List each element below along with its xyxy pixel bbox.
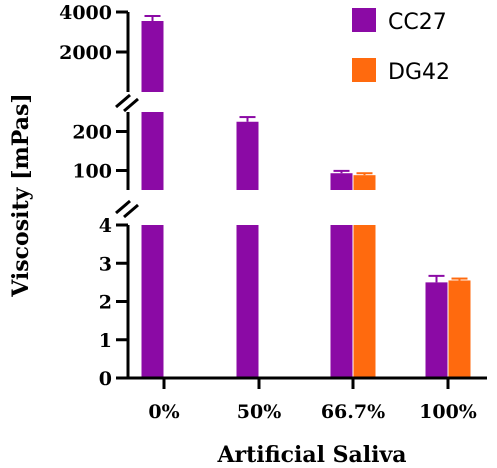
- y-tick-label-200: 200: [72, 122, 112, 144]
- y-tick-labels: 0 1 2 3 4 100 200 2000 4000: [59, 2, 112, 390]
- y-tick-label-2000: 2000: [59, 42, 112, 64]
- bar-cc27-0%: [141, 21, 164, 92]
- bar-cc27-100%: [425, 282, 448, 378]
- y-tick-label-1: 1: [99, 330, 112, 352]
- chart-axes: [115, 10, 487, 389]
- bar-cc27-50%: [236, 225, 259, 378]
- y-tick-label-4000: 4000: [59, 2, 112, 24]
- legend-label-dg42: DG42: [388, 60, 450, 85]
- axis-break-1: [115, 199, 131, 215]
- x-tick-label-0%: 0%: [148, 401, 179, 423]
- bar-cc27-0%: [141, 225, 164, 378]
- legend-label-cc27: CC27: [388, 10, 447, 35]
- x-axis-title: Artificial Saliva: [216, 442, 406, 468]
- axis-break-0-b: [123, 97, 139, 113]
- y-tick-label-4: 4: [99, 215, 112, 237]
- x-tick-label-50%: 50%: [237, 401, 282, 423]
- bar-dg42-100%: [448, 280, 471, 378]
- chart-marks: [141, 15, 471, 378]
- bar-cc27-66.7%: [330, 225, 353, 378]
- y-axis-title: Viscosity [mPas]: [8, 93, 34, 298]
- y-tick-label-0: 0: [99, 368, 112, 390]
- bar-cc27-66.7%: [330, 173, 353, 190]
- bar-cc27-0%: [141, 112, 164, 190]
- axis-break-0: [115, 93, 131, 109]
- bar-cc27-50%: [236, 121, 259, 190]
- y-tick-label-100: 100: [72, 161, 112, 183]
- bar-dg42-66.7%: [353, 225, 376, 378]
- y-tick-label-3: 3: [99, 253, 112, 275]
- y-tick-label-2: 2: [99, 292, 112, 314]
- bar-dg42-66.7%: [353, 175, 376, 190]
- axis-break-1-b: [123, 203, 139, 219]
- legend-swatch-cc27: [352, 8, 376, 32]
- x-tick-label-66.7%: 66.7%: [321, 401, 385, 423]
- x-tick-label-100%: 100%: [419, 401, 477, 423]
- legend: CC27 DG42: [352, 8, 450, 85]
- legend-swatch-dg42: [352, 58, 376, 82]
- x-tick-labels: 0% 50% 66.7% 100%: [148, 401, 477, 423]
